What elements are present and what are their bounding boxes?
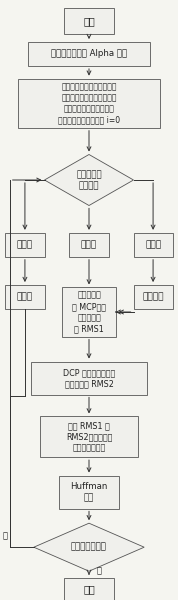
Text: 真: 真	[97, 566, 102, 576]
FancyBboxPatch shape	[18, 79, 160, 128]
Text: 结束: 结束	[83, 584, 95, 594]
FancyBboxPatch shape	[5, 233, 44, 257]
FancyBboxPatch shape	[69, 233, 109, 257]
Text: 由分割算法获得 Alpha 平面: 由分割算法获得 Alpha 平面	[51, 49, 127, 58]
Text: 是否已处理完？: 是否已处理完？	[71, 542, 107, 552]
FancyBboxPatch shape	[59, 475, 119, 509]
Polygon shape	[34, 523, 144, 571]
Text: DCP 快速算法，得到
最小的误差 RMS2: DCP 快速算法，得到 最小的误差 RMS2	[63, 368, 115, 388]
Text: 内部块: 内部块	[81, 240, 97, 250]
FancyBboxPatch shape	[40, 416, 138, 457]
FancyBboxPatch shape	[62, 287, 116, 337]
FancyBboxPatch shape	[31, 361, 147, 395]
Text: 均值代替: 均值代替	[142, 292, 164, 301]
FancyBboxPatch shape	[64, 578, 114, 600]
FancyBboxPatch shape	[134, 233, 173, 257]
Text: 假: 假	[3, 531, 8, 540]
Text: 比较 RMS1 和
RMS2，选择最小
的作为预测结果: 比较 RMS1 和 RMS2，选择最小 的作为预测结果	[66, 421, 112, 452]
FancyBboxPatch shape	[64, 8, 114, 34]
Text: 外部块: 外部块	[17, 240, 33, 250]
Text: 不处理: 不处理	[17, 292, 33, 301]
Text: 与左目类似
的 MCP，得
到最小的误
差 RMS1: 与左目类似 的 MCP，得 到最小的误 差 RMS1	[72, 291, 106, 333]
FancyBboxPatch shape	[28, 42, 150, 66]
Text: 划分图像为若干个宏块，计
算右目中与子块有关的值；
计算前一帧和左目对应帧
中与交块有关的值；令 i=0: 划分图像为若干个宏块，计 算右目中与子块有关的值； 计算前一帧和左目对应帧 中与…	[58, 82, 120, 124]
Text: Huffman
编码: Huffman 编码	[70, 482, 108, 502]
Polygon shape	[44, 155, 134, 205]
FancyBboxPatch shape	[5, 285, 44, 309]
Text: 右目: 右目	[83, 16, 95, 26]
Text: 判断当前块
的类型？: 判断当前块 的类型？	[76, 170, 102, 190]
Text: 边界块: 边界块	[145, 240, 161, 250]
FancyBboxPatch shape	[134, 285, 173, 309]
